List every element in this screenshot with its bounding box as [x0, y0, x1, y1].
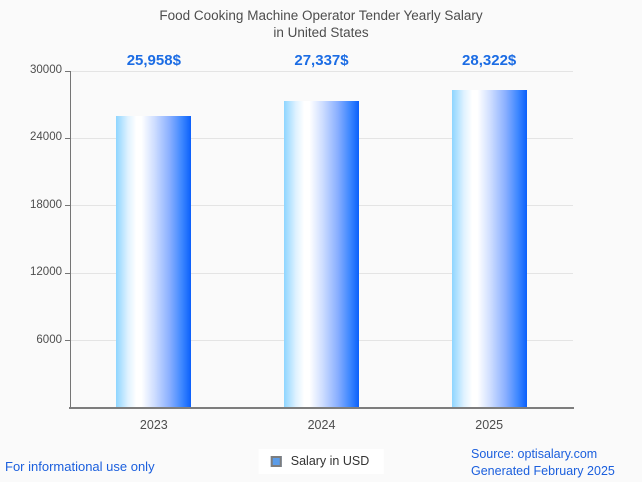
gridline	[70, 70, 573, 72]
bar-2024	[284, 100, 359, 408]
bar-value-label: 28,322$	[462, 52, 517, 69]
chart-title-line1: Food Cooking Machine Operator Tender Yea…	[159, 8, 483, 23]
x-axis-line	[69, 407, 574, 409]
y-axis-tick	[65, 137, 70, 139]
y-axis-tick	[65, 272, 70, 274]
bar-value-label: 25,958$	[126, 52, 181, 69]
x-axis-category-label: 2025	[475, 418, 504, 432]
chart-legend: Salary in USD	[258, 449, 384, 474]
x-axis-category-label: 2023	[139, 418, 168, 432]
bar-2023	[116, 116, 192, 408]
y-axis-line	[70, 71, 71, 408]
bar-2025	[451, 89, 527, 408]
y-axis-tick	[65, 70, 70, 72]
y-axis-tick	[65, 340, 70, 342]
y-axis-tick-label: 30000	[30, 64, 62, 76]
y-axis-tick-label: 18000	[30, 198, 62, 211]
disclaimer-text: For informational use only	[5, 459, 155, 474]
x-axis-category-label: 2024	[307, 418, 336, 432]
chart-title-line2: in United States	[273, 25, 369, 40]
source-block: Source: optisalary.com Generated Februar…	[471, 446, 615, 479]
legend-label: Salary in USD	[290, 454, 370, 468]
y-axis-tick-label: 12000	[30, 266, 62, 279]
bar-value-label: 27,337$	[294, 52, 349, 69]
source-text: Source: optisalary.com	[471, 447, 598, 461]
chart-title: Food Cooking Machine Operator Tender Yea…	[0, 7, 642, 41]
legend-marker-icon	[270, 455, 282, 467]
y-axis-tick	[65, 205, 70, 207]
y-axis-tick-label: 6000	[36, 333, 62, 346]
y-axis-tick-label: 24000	[30, 131, 62, 144]
generated-text: Generated February 2025	[471, 463, 615, 478]
